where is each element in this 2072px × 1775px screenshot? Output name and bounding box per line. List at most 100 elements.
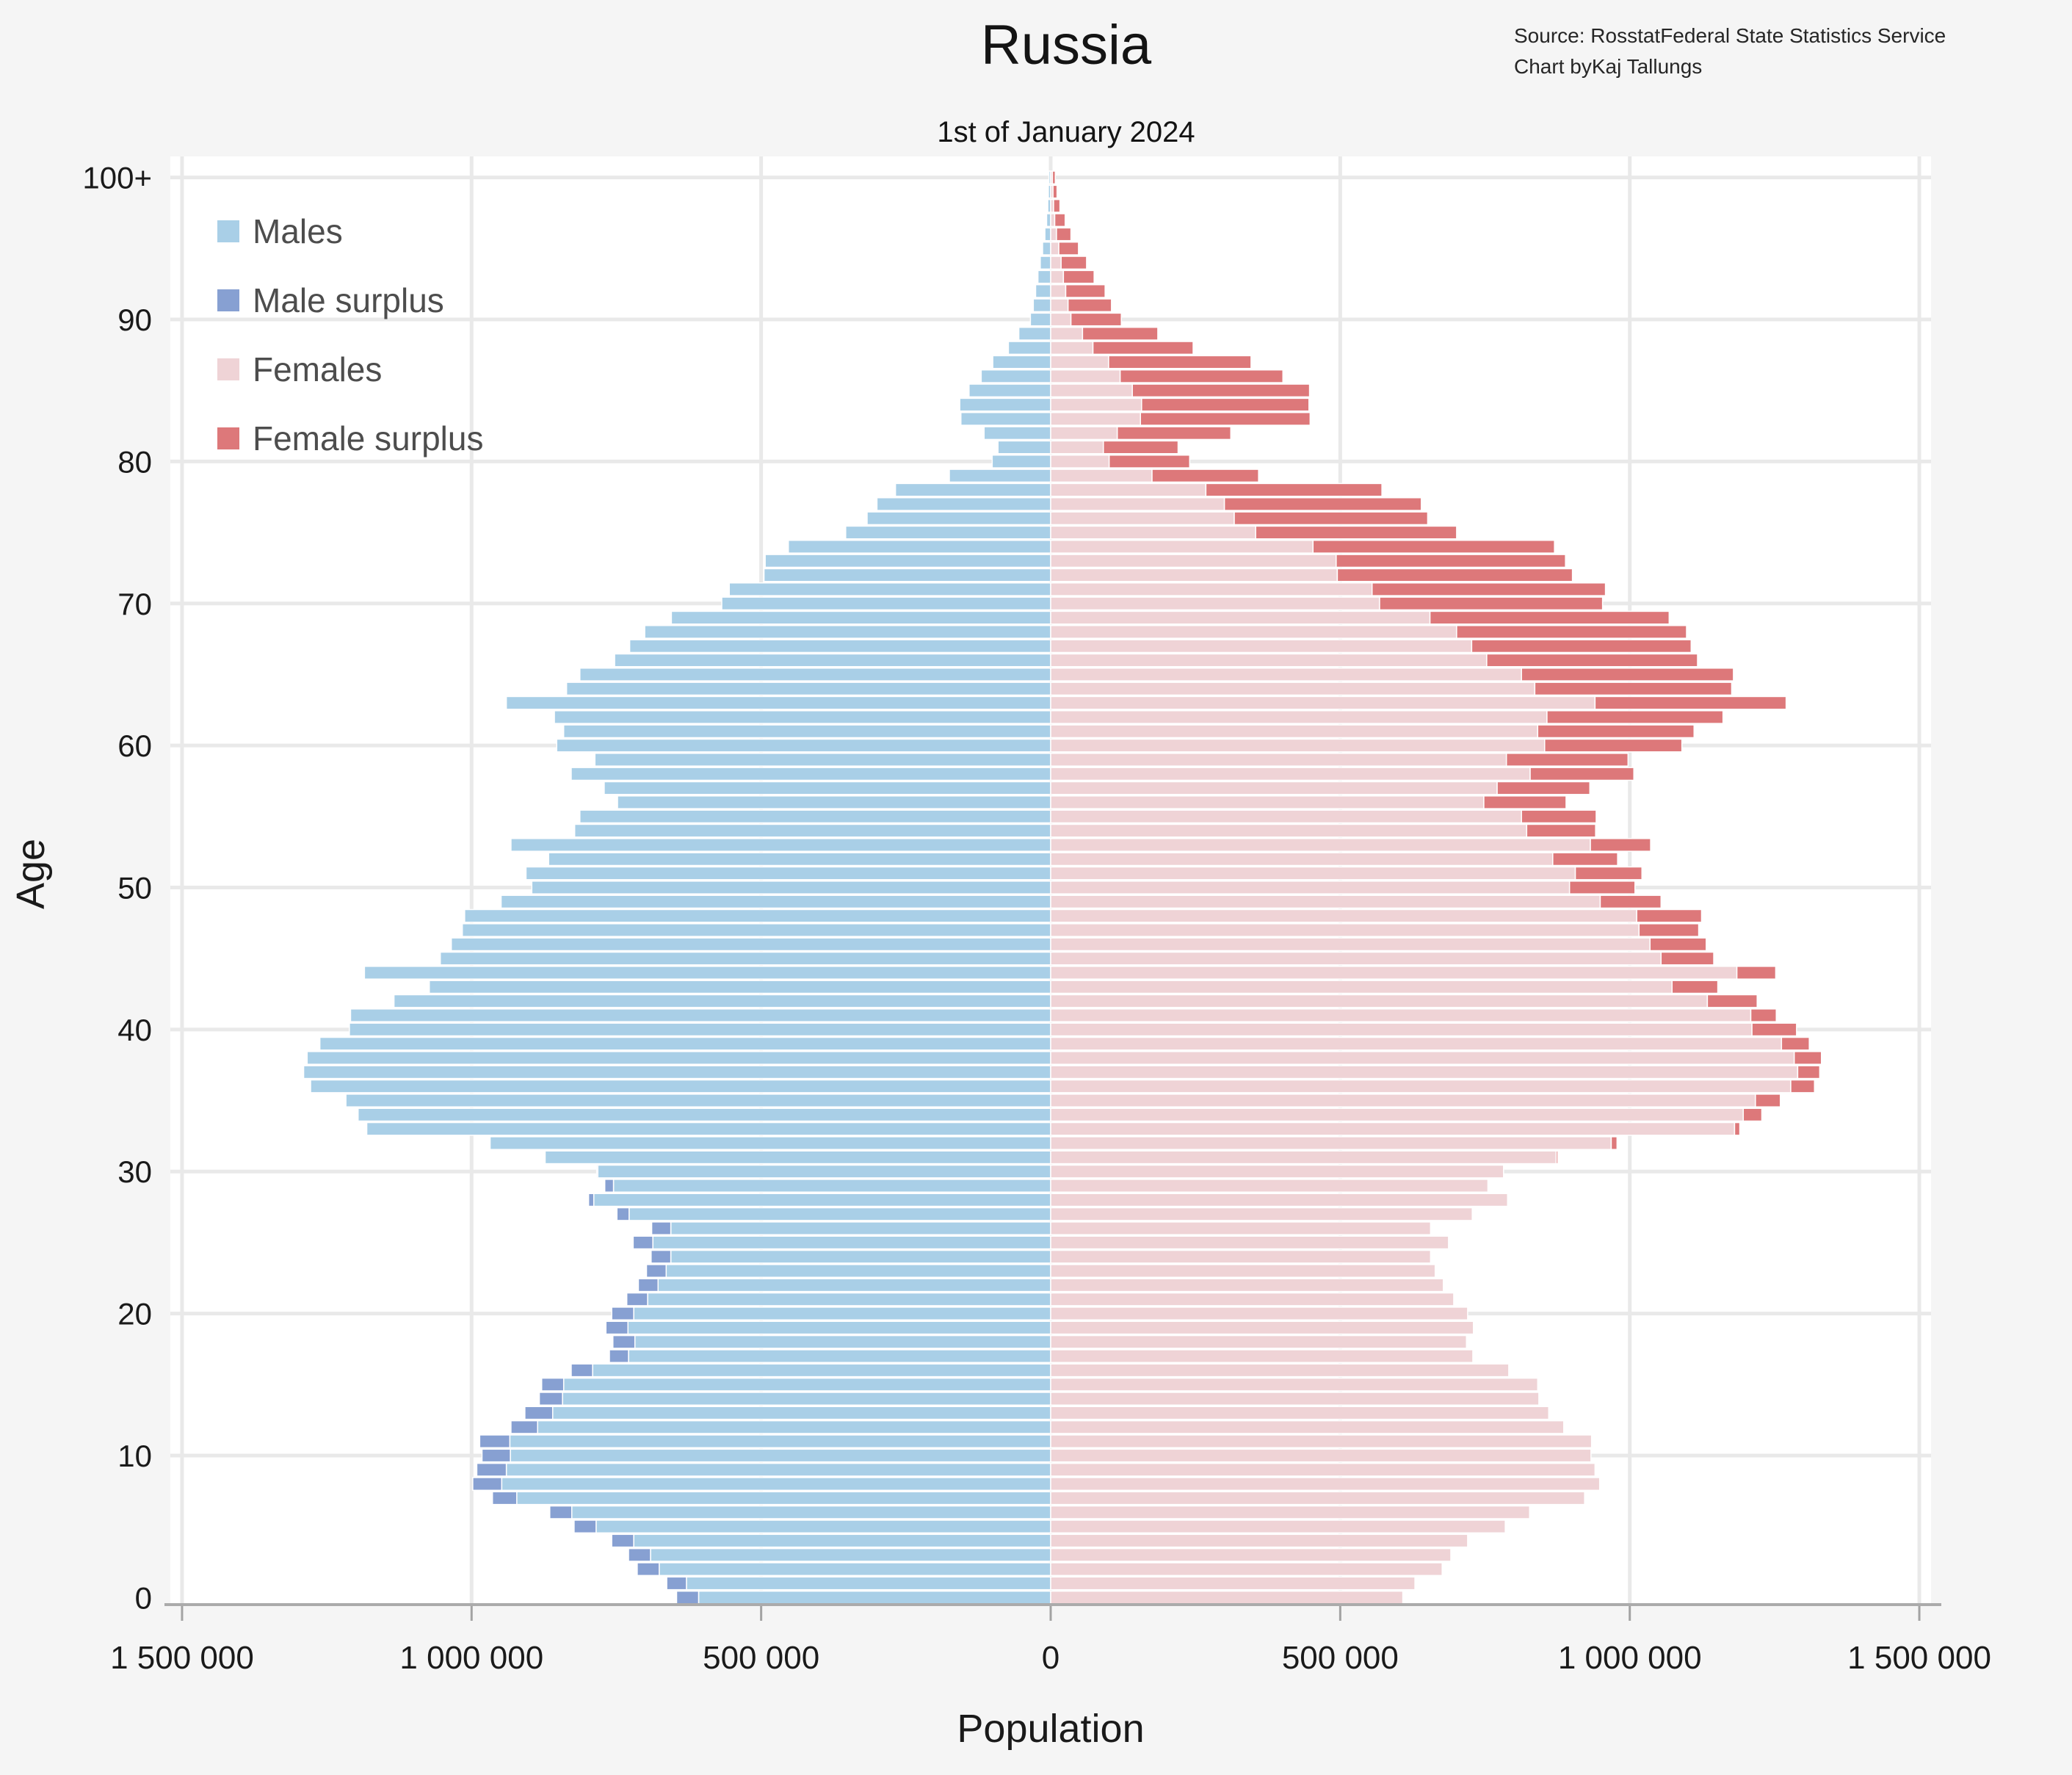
male-bar — [597, 1164, 1051, 1179]
female-surplus-bar — [1054, 213, 1066, 228]
male-bar — [306, 1051, 1051, 1065]
female-bar — [1050, 568, 1339, 582]
male-bar — [629, 1207, 1051, 1221]
female-bar — [1050, 1434, 1593, 1449]
female-bar — [1050, 469, 1153, 483]
male-bar — [509, 1434, 1051, 1449]
male-bar — [303, 1065, 1051, 1080]
male-bar — [592, 1363, 1051, 1378]
female-bar — [1050, 710, 1548, 724]
female-surplus-bar — [1151, 469, 1259, 483]
male-bar — [310, 1079, 1051, 1093]
female-bar — [1050, 326, 1084, 341]
female-surplus-bar — [1429, 610, 1670, 625]
male-surplus-bar — [540, 1377, 565, 1392]
female-surplus-bar — [1255, 525, 1457, 540]
female-surplus-bar — [1062, 270, 1095, 284]
female-bar — [1050, 397, 1142, 412]
female-bar — [1050, 1377, 1539, 1392]
male-bar — [349, 1022, 1051, 1037]
y-tick-label: 70 — [117, 587, 152, 621]
female-surplus-bar — [1790, 1079, 1816, 1093]
female-surplus-bar — [1471, 639, 1692, 654]
male-bar — [349, 1008, 1051, 1022]
source-line: Source: RosstatFederal State Statistics … — [1514, 21, 2072, 51]
male-bar — [366, 1121, 1051, 1136]
male-bar — [627, 1320, 1051, 1335]
male-surplus-bar — [605, 1320, 629, 1335]
female-surplus-bar — [1750, 1008, 1777, 1022]
female-bar — [1050, 1590, 1404, 1605]
female-surplus-bar — [1552, 852, 1618, 867]
female-surplus-bar — [1058, 241, 1079, 256]
male-bar — [949, 469, 1051, 483]
male-bar — [764, 554, 1051, 568]
y-tick-label: 60 — [117, 729, 152, 763]
female-bar — [1050, 1264, 1436, 1279]
female-surplus-bar — [1599, 894, 1662, 909]
male-bar — [991, 454, 1051, 469]
female-bar — [1050, 1150, 1557, 1165]
female-surplus-bar — [1797, 1065, 1821, 1080]
male-bar — [500, 894, 1051, 909]
female-bar — [1050, 695, 1596, 710]
male-bar — [1046, 213, 1051, 228]
y-axis-title: Age — [9, 839, 53, 909]
female-surplus-bar — [1568, 881, 1636, 894]
male-bar — [345, 1093, 1051, 1107]
female-bar — [1050, 1008, 1752, 1022]
male-bar — [959, 397, 1051, 412]
male-bar — [1037, 270, 1051, 284]
male-bar — [612, 1179, 1051, 1193]
male-bar — [670, 610, 1051, 625]
male-bar — [614, 653, 1051, 668]
male-bar — [633, 1306, 1051, 1321]
male-bar — [670, 1221, 1051, 1235]
male-surplus-bar — [612, 1334, 636, 1349]
female-surplus-bar — [1496, 781, 1591, 795]
male-surplus-bar — [611, 1533, 634, 1548]
female-surplus-bar — [1234, 511, 1429, 526]
male-bar — [531, 881, 1051, 894]
female-bar — [1050, 866, 1576, 881]
legend-label: Male surplus — [253, 281, 444, 319]
female-bar — [1050, 1179, 1489, 1193]
female-surplus-bar — [1056, 227, 1072, 242]
male-bar — [633, 1533, 1051, 1548]
female-surplus-bar — [1108, 454, 1191, 469]
female-bar — [1050, 1249, 1432, 1264]
male-bar — [876, 496, 1051, 511]
female-bar — [1050, 482, 1207, 497]
female-surplus-bar — [1205, 482, 1383, 497]
male-bar — [968, 383, 1051, 398]
male-bar — [1040, 256, 1051, 270]
female-bar — [1050, 1136, 1612, 1150]
female-bar — [1050, 312, 1072, 327]
male-bar — [363, 966, 1051, 980]
female-surplus-bar — [1755, 1093, 1781, 1107]
female-bar — [1050, 440, 1104, 455]
female-bar — [1050, 1562, 1443, 1577]
male-surplus-bar — [510, 1420, 538, 1434]
male-bar — [628, 1349, 1051, 1364]
male-surplus-bar — [524, 1406, 554, 1420]
female-bar — [1050, 1576, 1416, 1591]
female-bar — [1050, 966, 1738, 980]
male-bar — [644, 625, 1051, 639]
female-bar — [1050, 908, 1637, 923]
male-bar — [1032, 298, 1051, 313]
female-surplus-bar — [1649, 937, 1707, 952]
female-surplus-bar — [1574, 866, 1643, 881]
female-bar — [1050, 994, 1709, 1008]
x-tick-label: 1 000 000 — [1558, 1640, 1702, 1676]
female-bar — [1050, 1278, 1444, 1293]
male-bar — [657, 1278, 1051, 1293]
x-tick-label: 1 000 000 — [399, 1640, 543, 1676]
male-bar — [659, 1562, 1051, 1577]
female-bar — [1050, 1420, 1565, 1434]
source-name: Federal State Statistics Service — [1660, 24, 1946, 47]
male-bar — [617, 795, 1051, 809]
female-bar — [1050, 781, 1498, 795]
female-bar — [1050, 1121, 1736, 1136]
